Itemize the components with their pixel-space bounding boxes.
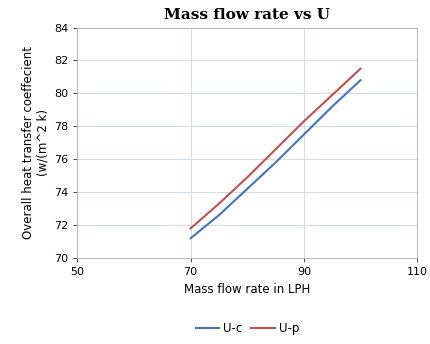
Y-axis label: Overall heat transfer coeffecient
(w/(m^2 k): Overall heat transfer coeffecient (w/(m^… <box>22 46 50 239</box>
U-p <box>273 147 278 151</box>
Title: Mass flow rate vs U: Mass flow rate vs U <box>164 8 330 22</box>
Line: U-p: U-p <box>190 69 360 228</box>
U-p <box>188 226 193 230</box>
U-c <box>245 187 250 191</box>
U-p <box>301 119 307 123</box>
U-c <box>188 236 193 240</box>
U-p <box>329 93 335 97</box>
U-c <box>301 132 307 137</box>
Legend: U-c, U-p: U-c, U-p <box>191 317 304 340</box>
U-c <box>216 213 221 217</box>
X-axis label: Mass flow rate in LPH: Mass flow rate in LPH <box>184 282 310 295</box>
U-p <box>216 202 221 206</box>
U-c <box>358 78 363 82</box>
U-p <box>358 67 363 71</box>
U-c <box>329 105 335 109</box>
U-c <box>273 160 278 164</box>
U-p <box>245 175 250 180</box>
Line: U-c: U-c <box>190 80 360 238</box>
